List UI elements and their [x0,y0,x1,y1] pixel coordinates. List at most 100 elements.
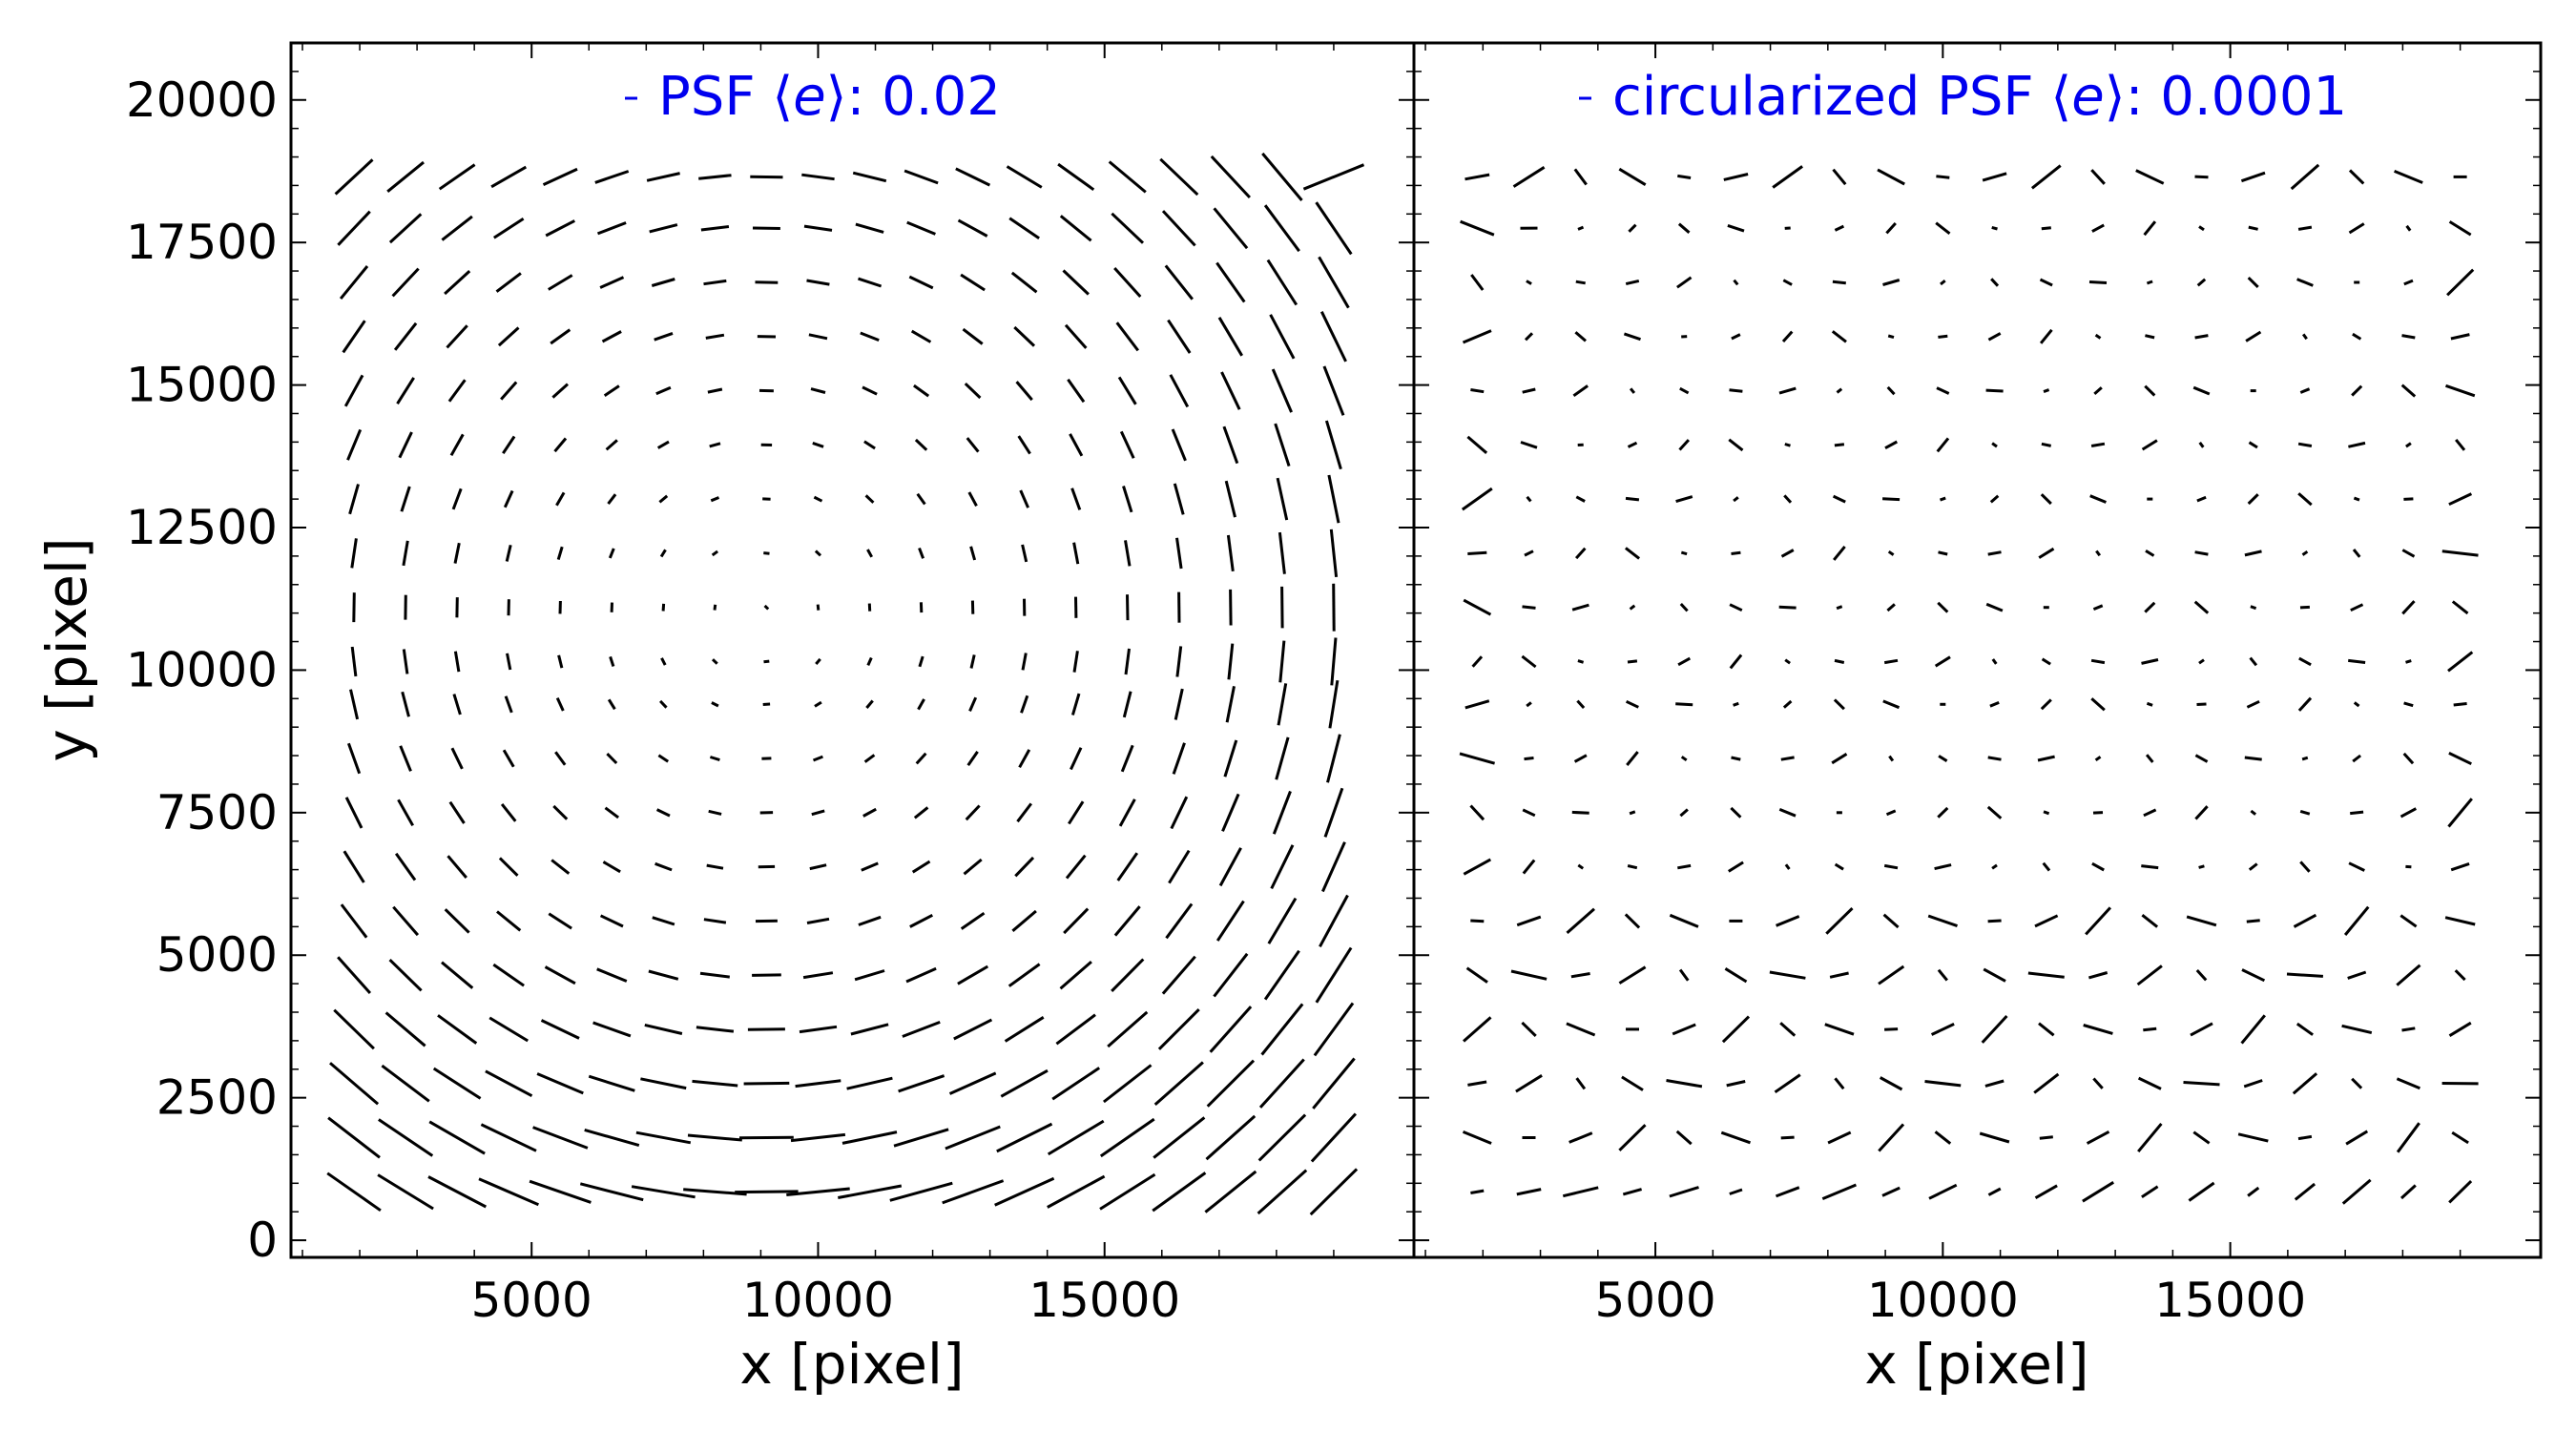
whisker [2198,864,2205,869]
whisker [1675,1130,1693,1146]
whisker [914,438,928,451]
whisker [2094,756,2102,762]
whisker [2296,1022,2314,1036]
whisker [1877,168,1905,186]
whisker [814,550,822,557]
whisker [399,745,412,772]
whisker [532,1126,589,1150]
whisker [1882,279,1901,286]
whisker [1063,907,1090,935]
whisker [1521,1021,1537,1037]
whisker [1622,1188,1642,1196]
whisker [1940,280,1946,286]
whisker [1069,433,1084,457]
whisker [343,374,364,407]
whisker [502,749,515,768]
whisker [540,1019,580,1040]
whisker [348,484,360,515]
whisker [2352,754,2362,763]
whisker [2293,913,2317,928]
whisker [1223,739,1238,778]
whisker [1016,802,1032,823]
whisker [743,1081,790,1086]
whisker [967,491,978,508]
whisker [1726,1080,1746,1088]
whisker [1783,494,1793,504]
whisker [1229,589,1233,626]
whisker [2343,905,2370,936]
whisker [795,1079,841,1089]
whisker [1987,550,2002,556]
whisker [893,1128,949,1148]
whisker [1574,547,1587,560]
whisker [1938,550,1948,556]
whisker [2405,224,2412,232]
whisker [1326,734,1341,783]
whisker [1937,806,1949,819]
whisker [1989,701,2000,708]
whisker [2400,384,2417,398]
whisker [553,437,568,453]
whisker [2353,701,2360,708]
whisker [1463,1016,1492,1043]
whisker [2146,701,2153,707]
whisker [1113,905,1141,937]
whisker [1102,1064,1153,1104]
whisker [1887,334,1895,340]
whisker [452,694,462,716]
whisker [994,1176,1055,1207]
whisker [1275,736,1290,780]
whisker [1625,279,1640,286]
whisker [763,659,770,664]
whisker [1126,594,1130,621]
whisker [1157,1008,1200,1050]
whisker [1885,221,1897,235]
whisker [346,428,363,461]
whisker [343,850,365,883]
whisker [1679,808,1689,818]
whisker [654,331,674,342]
whisker [1471,655,1484,668]
whisker [1832,494,1846,504]
whisker [333,1008,375,1050]
y-tick-label: 12500 [126,500,278,555]
whisker [1463,598,1492,616]
whisker [352,592,356,623]
whisker [2039,328,2053,344]
whisker [861,861,879,872]
whisker [2351,1077,2363,1089]
whisker [655,385,672,396]
whisker [889,1181,953,1202]
whisker [1780,549,1795,558]
whisker [1302,163,1365,191]
whisker [1833,545,1846,561]
whisker [711,658,718,665]
whisker [1562,1186,1599,1198]
whisker [1111,958,1145,992]
whisker [898,1074,945,1093]
whisker [1124,540,1132,567]
whisker [1064,323,1088,349]
whisker [1731,333,1741,341]
whisker [1784,443,1791,447]
whisker [709,756,720,762]
whisker [1521,654,1537,669]
whisker [2193,600,2210,614]
whisker [2347,970,2367,980]
whisker [1175,537,1183,570]
whisker [660,657,667,666]
whisker [2447,798,2473,828]
whisker [1319,311,1347,363]
whisker [1115,321,1139,352]
whisker [1831,753,1848,765]
whisker [852,171,887,183]
whisker [2453,702,2467,707]
whisker [592,1021,632,1038]
whisker [2043,810,2050,816]
whisker [2194,175,2209,179]
whisker [2195,968,2208,982]
whisker [646,172,680,182]
whisker [635,1130,692,1145]
whisker [1990,278,2000,287]
whisker [1175,646,1183,677]
